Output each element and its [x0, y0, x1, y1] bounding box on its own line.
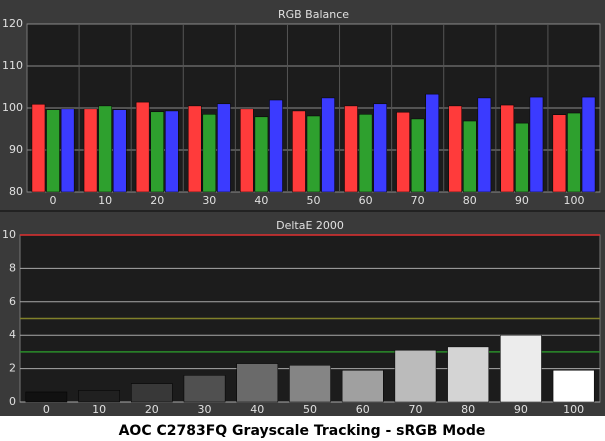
bar [112, 109, 127, 193]
x-tick-label: 70 [408, 403, 422, 416]
bar [202, 114, 217, 193]
y-tick-label: 100 [2, 101, 23, 114]
x-tick-label: 60 [359, 194, 373, 207]
bar [344, 105, 358, 193]
x-tick-label: 60 [356, 403, 370, 416]
bar [500, 104, 515, 193]
bar [358, 114, 373, 193]
x-tick-label: 100 [563, 194, 584, 207]
bar [477, 97, 492, 193]
bar [31, 103, 46, 193]
bar [131, 383, 173, 403]
x-tick-label: 80 [463, 194, 477, 207]
bar [396, 111, 410, 193]
y-tick-label: 80 [9, 185, 23, 198]
y-tick-label: 110 [2, 59, 23, 72]
bar [425, 93, 440, 193]
x-tick-label: 50 [307, 194, 321, 207]
bar [217, 103, 231, 193]
bar [289, 365, 331, 403]
x-tick-label: 20 [145, 403, 159, 416]
x-tick-label: 40 [250, 403, 264, 416]
x-tick-label: 10 [92, 403, 106, 416]
bar [447, 346, 489, 403]
y-tick-label: 90 [9, 143, 23, 156]
y-tick-label: 4 [9, 328, 16, 341]
bar [529, 96, 544, 193]
y-tick-label: 120 [2, 17, 23, 30]
bar [552, 370, 595, 403]
x-tick-label: 0 [50, 194, 57, 207]
bar [135, 101, 150, 193]
x-tick-label: 10 [98, 194, 112, 207]
bar [165, 110, 179, 193]
bar [98, 105, 112, 193]
x-tick-label: 80 [461, 403, 475, 416]
bar [448, 105, 462, 193]
x-tick-label: 50 [303, 403, 317, 416]
bar [292, 110, 306, 193]
bar [187, 105, 202, 193]
x-tick-label: 0 [43, 403, 50, 416]
x-tick-label: 40 [254, 194, 268, 207]
bar [150, 111, 164, 193]
bar [515, 122, 529, 193]
x-tick-label: 30 [198, 403, 212, 416]
bar [567, 112, 581, 193]
y-tick-label: 10 [2, 228, 16, 241]
bar [500, 334, 542, 403]
bar [581, 96, 596, 193]
bar [60, 108, 75, 193]
bar [240, 108, 254, 193]
bar [269, 99, 283, 193]
bar [321, 97, 335, 193]
caption: AOC C2783FQ Grayscale Tracking - sRGB Mo… [119, 423, 486, 439]
bar [341, 370, 384, 403]
bar [83, 108, 98, 193]
bar [183, 375, 226, 403]
bar [394, 349, 437, 403]
bar [306, 115, 321, 193]
x-tick-label: 90 [515, 194, 529, 207]
y-tick-label: 2 [9, 362, 16, 375]
x-tick-label: 20 [150, 194, 164, 207]
x-tick-label: 30 [202, 194, 216, 207]
bar [254, 116, 269, 193]
x-tick-label: 70 [411, 194, 425, 207]
chart-title: DeltaE 2000 [276, 219, 344, 232]
bar [46, 109, 60, 193]
bar [552, 114, 567, 193]
bar [373, 103, 387, 193]
chart-title: RGB Balance [278, 8, 349, 21]
x-tick-label: 100 [563, 403, 584, 416]
bar [25, 391, 68, 403]
bar [78, 390, 120, 403]
bar [463, 120, 477, 193]
bar [410, 118, 425, 193]
y-tick-label: 6 [9, 295, 16, 308]
y-tick-label: 0 [9, 395, 16, 408]
bar [236, 363, 279, 403]
y-tick-label: 8 [9, 261, 16, 274]
x-tick-label: 90 [514, 403, 528, 416]
